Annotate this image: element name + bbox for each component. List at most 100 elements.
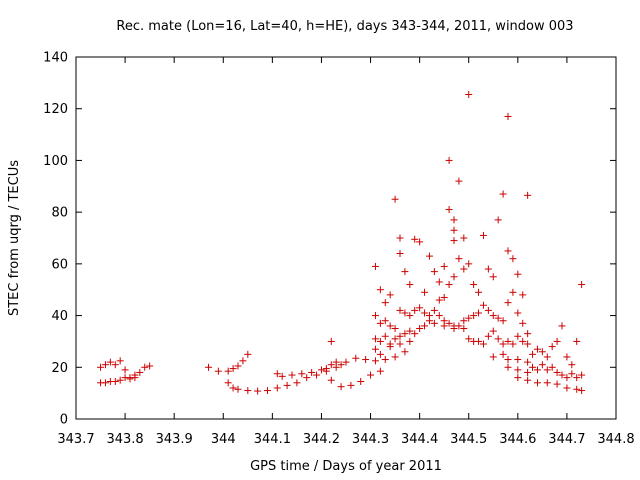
data-point: [499, 350, 507, 358]
data-point: [416, 238, 424, 246]
y-tick-label: 80: [51, 206, 68, 221]
data-point: [263, 387, 271, 395]
data-point: [465, 335, 473, 343]
data-point: [131, 374, 139, 382]
data-point: [465, 314, 473, 322]
data-point: [229, 365, 237, 373]
data-point: [416, 304, 424, 312]
data-point: [308, 368, 316, 376]
x-tick-label: 344.1: [254, 432, 291, 447]
data-point: [460, 234, 468, 242]
data-point: [538, 348, 546, 356]
data-point: [543, 379, 551, 387]
data-point: [553, 368, 561, 376]
data-point: [553, 337, 561, 345]
data-point: [578, 387, 586, 395]
data-point: [435, 312, 443, 320]
data-point: [106, 358, 114, 366]
data-point: [101, 379, 109, 387]
data-point: [445, 319, 453, 327]
data-point: [430, 268, 438, 276]
data-point: [519, 337, 527, 345]
data-point: [519, 319, 527, 327]
data-point: [332, 358, 340, 366]
data-point: [504, 356, 512, 364]
data-point: [239, 357, 247, 365]
y-tick-label: 0: [60, 413, 68, 428]
data-point: [470, 312, 478, 320]
data-point: [558, 322, 566, 330]
data-point: [533, 379, 541, 387]
data-point: [514, 356, 522, 364]
data-point: [553, 380, 561, 388]
data-point: [371, 262, 379, 270]
data-point: [499, 317, 507, 325]
data-point: [406, 337, 414, 345]
data-point: [293, 379, 301, 387]
data-point: [421, 309, 429, 317]
x-tick-label: 344.6: [499, 432, 536, 447]
data-point: [352, 354, 360, 362]
data-point: [288, 371, 296, 379]
data-point: [573, 374, 581, 382]
data-point: [445, 206, 453, 214]
data-point: [455, 255, 463, 263]
data-point: [475, 288, 483, 296]
data-point: [430, 319, 438, 327]
data-point: [489, 312, 497, 320]
data-point: [455, 177, 463, 185]
data-point: [317, 366, 325, 374]
data-point: [367, 371, 375, 379]
y-tick-label: 40: [51, 309, 68, 324]
data-point: [214, 367, 222, 375]
data-point: [563, 374, 571, 382]
data-point: [440, 262, 448, 270]
y-tick-label: 140: [43, 51, 68, 66]
data-point: [450, 322, 458, 330]
data-point: [381, 356, 389, 364]
data-point: [475, 309, 483, 317]
data-point: [524, 340, 532, 348]
data-point: [524, 358, 532, 366]
data-point: [450, 273, 458, 281]
data-point: [401, 330, 409, 338]
data-point: [494, 314, 502, 322]
data-point: [440, 293, 448, 301]
data-point: [347, 381, 355, 389]
data-point: [524, 330, 532, 338]
data-point: [445, 281, 453, 289]
data-point: [234, 385, 242, 393]
data-point: [313, 371, 321, 379]
data-point: [450, 226, 458, 234]
data-point: [489, 353, 497, 361]
data-point: [396, 332, 404, 340]
data-point: [371, 345, 379, 353]
data-point: [470, 281, 478, 289]
data-point: [533, 345, 541, 353]
data-point: [327, 337, 335, 345]
data-point: [376, 286, 384, 294]
data-point: [254, 387, 262, 395]
data-point: [519, 291, 527, 299]
data-point: [524, 191, 532, 199]
data-point: [538, 361, 546, 369]
data-point: [504, 299, 512, 307]
data-point: [376, 337, 384, 345]
data-point: [116, 376, 124, 384]
data-point: [558, 371, 566, 379]
data-point: [224, 367, 232, 375]
data-point: [97, 363, 105, 371]
data-point: [494, 335, 502, 343]
data-point: [416, 325, 424, 332]
data-point: [121, 374, 129, 382]
data-point: [533, 366, 541, 374]
data-point: [514, 332, 522, 340]
data-point: [298, 370, 306, 378]
data-point: [381, 299, 389, 307]
data-point: [146, 362, 154, 370]
data-point: [484, 265, 492, 273]
data-point: [479, 340, 487, 348]
data-point: [568, 370, 576, 378]
data-point: [460, 317, 468, 325]
